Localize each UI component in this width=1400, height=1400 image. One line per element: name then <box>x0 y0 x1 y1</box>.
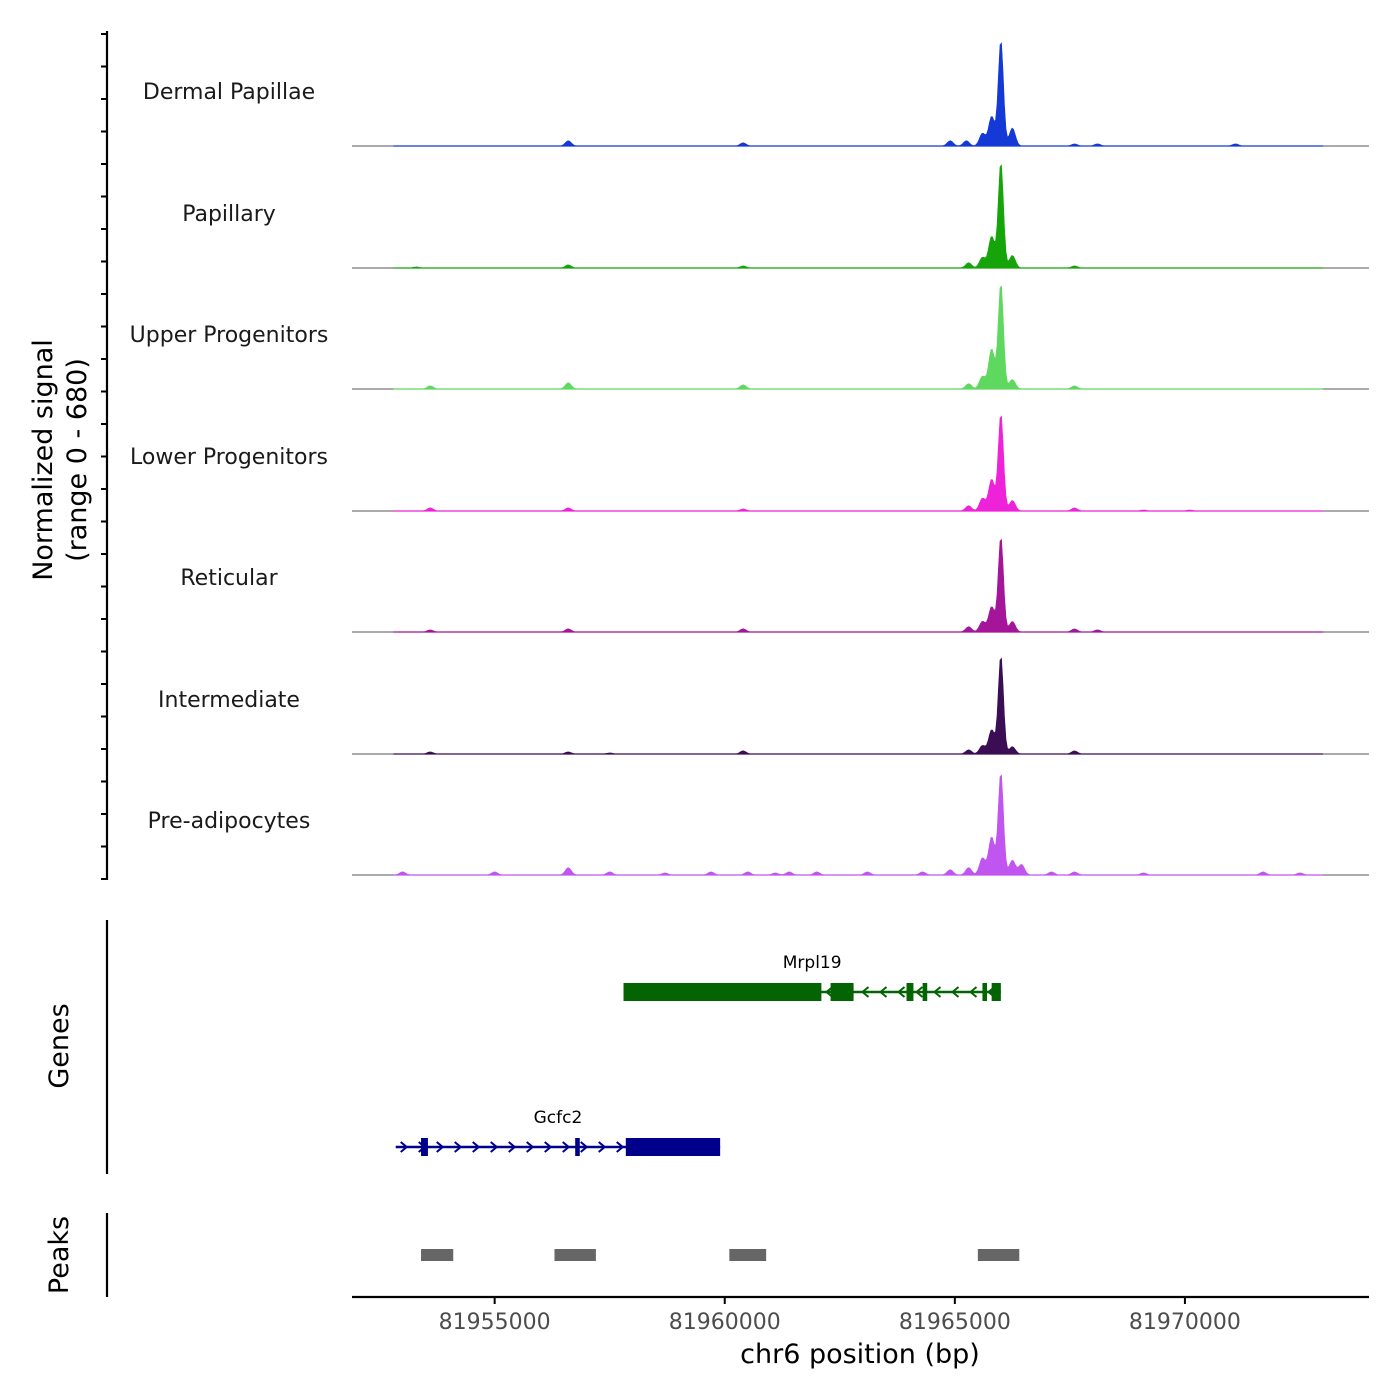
track-pre-adipocytes: Pre-adipocytes <box>148 774 1369 876</box>
peak-region <box>554 1249 596 1261</box>
y-axis-title-line2: (range 0 - 680) <box>62 358 93 562</box>
strand-arrow <box>914 986 924 998</box>
gene-exon <box>625 1138 721 1156</box>
track-papillary: Papillary <box>182 164 1369 269</box>
coverage-area <box>352 164 1369 269</box>
gene-exon <box>982 983 988 1001</box>
strand-arrow <box>616 1141 625 1153</box>
peaks-axis-title: Peaks <box>44 1216 75 1294</box>
x-tick-label: 81955000 <box>439 1310 551 1335</box>
track-label: Lower Progenitors <box>130 445 328 470</box>
y-axis-title: Normalized signal (range 0 - 680) <box>28 339 93 581</box>
genes-axis-title: Genes <box>44 1003 75 1088</box>
gene-exon <box>830 983 854 1001</box>
coverage-area <box>352 538 1369 633</box>
peak-region-track <box>421 1249 1020 1261</box>
x-tick-label: 81970000 <box>1129 1310 1241 1335</box>
track-label: Papillary <box>182 202 276 227</box>
strand-arrow <box>400 1141 409 1153</box>
track-label: Reticular <box>180 566 278 591</box>
x-axis-ticks: 81955000 81960000 81965000 81970000 <box>439 1297 1241 1335</box>
strand-arrow <box>562 1141 571 1153</box>
signal-tracks: Dermal Papillae Papillary Upper Progenitor… <box>130 42 1369 876</box>
coverage-area <box>352 774 1369 876</box>
gene-exon <box>421 1138 428 1156</box>
gene-annotation-track: Mrpl19 Gcfc2 <box>395 953 1001 1156</box>
track-lower-progenitors: Lower Progenitors <box>130 415 1369 512</box>
strand-arrow <box>932 986 942 998</box>
strand-arrow <box>490 1141 499 1153</box>
gene-gcfc2: Gcfc2 <box>395 1108 721 1156</box>
gene-label: Gcfc2 <box>534 1108 583 1128</box>
gene-exon <box>906 983 914 1001</box>
strand-arrow <box>824 986 834 998</box>
track-upper-progenitors: Upper Progenitors <box>130 285 1369 390</box>
track-reticular: Reticular <box>180 538 1369 633</box>
track-label: Intermediate <box>158 688 300 713</box>
track-dermal-papillae: Dermal Papillae <box>143 42 1369 147</box>
peak-region <box>729 1249 767 1261</box>
gene-exon <box>922 983 928 1001</box>
coverage-area <box>352 657 1369 755</box>
coverage-area <box>352 42 1369 147</box>
x-axis-title: chr6 position (bp) <box>740 1339 980 1370</box>
peak-region <box>421 1249 454 1261</box>
strand-arrow <box>968 986 978 998</box>
peak-region <box>977 1249 1020 1261</box>
strand-arrow <box>472 1141 481 1153</box>
strand-arrow <box>950 986 960 998</box>
x-tick-label: 81960000 <box>669 1310 781 1335</box>
track-label: Pre-adipocytes <box>148 809 311 834</box>
strand-arrow <box>860 986 870 998</box>
x-tick-label: 81965000 <box>899 1310 1011 1335</box>
track-label: Upper Progenitors <box>130 323 329 348</box>
strand-arrow <box>878 986 888 998</box>
gene-exon <box>623 983 822 1001</box>
gene-mrpl19: Mrpl19 <box>623 953 1001 1001</box>
strand-arrow <box>896 986 906 998</box>
gene-exon <box>991 983 1001 1001</box>
gene-exon <box>575 1138 580 1156</box>
coverage-area <box>352 285 1369 390</box>
strand-arrow <box>508 1141 517 1153</box>
strand-arrow <box>580 1141 589 1153</box>
y-axis-title-line1: Normalized signal <box>28 339 59 581</box>
signal-y-axis-ticks <box>101 33 107 880</box>
coverage-area <box>352 415 1369 512</box>
gene-label: Mrpl19 <box>783 953 842 973</box>
strand-arrow <box>526 1141 535 1153</box>
strand-arrow <box>454 1141 463 1153</box>
track-label: Dermal Papillae <box>143 80 315 105</box>
strand-arrow <box>598 1141 607 1153</box>
track-intermediate: Intermediate <box>158 657 1369 755</box>
strand-arrow <box>436 1141 445 1153</box>
strand-arrow <box>544 1141 553 1153</box>
